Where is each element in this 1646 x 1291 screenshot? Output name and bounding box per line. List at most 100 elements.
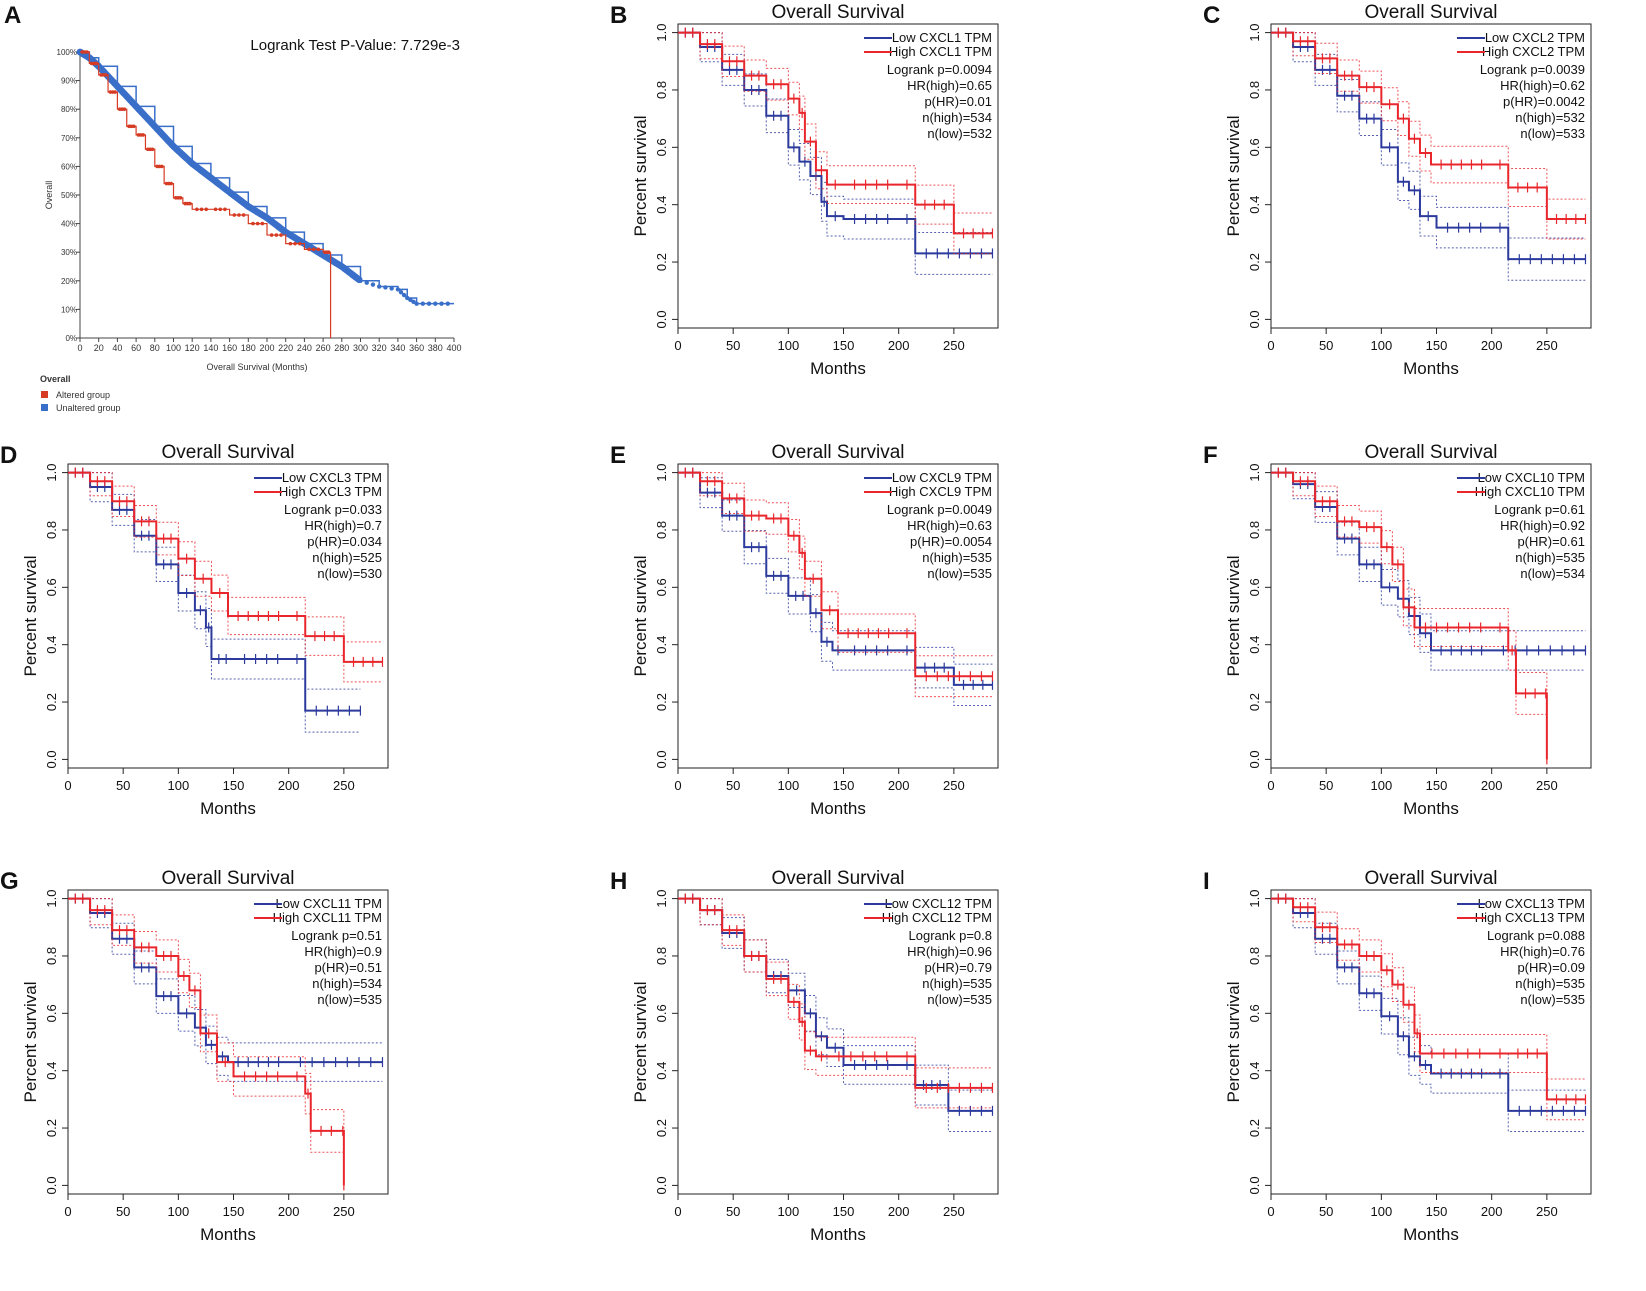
panel-letter: A: [4, 2, 22, 29]
stat-label: n(low)=532: [927, 126, 992, 141]
y-tick-label: 50%: [61, 191, 77, 200]
plot-frame: [677, 23, 999, 329]
stat-label: p(HR)=0.0054: [910, 534, 992, 549]
x-tick-label: 400: [446, 343, 461, 353]
x-tick-label: 200: [278, 1204, 300, 1219]
y-tick-label: 30%: [61, 248, 77, 257]
y-tick-label: 0.6: [44, 578, 59, 596]
chart-title: Overall Survival: [771, 442, 904, 463]
legend-entry: High CXCL1 TPM: [889, 44, 992, 59]
legend-entry: High CXCL11 TPM: [273, 910, 382, 925]
y-axis-label: Percent survival: [631, 982, 650, 1103]
y-tick-label: 1.0: [1247, 890, 1262, 908]
x-tick-label: 0: [77, 343, 82, 353]
y-tick-label: 0.0: [654, 310, 669, 328]
legend-entry: Unaltered group: [56, 403, 121, 413]
unaltered-marker: [401, 292, 407, 298]
confidence-upper-line: [1271, 32, 1586, 200]
stat-label: n(high)=534: [312, 976, 382, 991]
x-tick-label: 300: [353, 343, 368, 353]
stat-label: HR(high)=0.63: [907, 518, 992, 533]
chart-svg: Overall Survival 0.0 0.2 0.4 0.6 0.8 1.0 0 50 100…: [1224, 2, 1592, 378]
y-tick-label: 80%: [61, 105, 77, 114]
x-tick-label: 220: [278, 343, 293, 353]
chart-svg: Logrank Test P-Value: 7.729e-3 0% 10% 20% 30…: [40, 37, 462, 413]
chart-title: Overall Survival: [1364, 2, 1497, 23]
x-tick-label: 160: [222, 343, 237, 353]
legend-entry: Low CXCL10 TPM: [1478, 470, 1585, 485]
y-tick-label: 1.0: [44, 464, 59, 482]
x-tick-label: 200: [888, 1204, 910, 1219]
x-tick-label: 100: [777, 778, 799, 793]
x-tick-label: 100: [777, 1204, 799, 1219]
logrank-annotation: Logrank Test P-Value: 7.729e-3: [250, 37, 460, 54]
x-tick-label: 200: [259, 343, 274, 353]
stat-label: Logrank p=0.61: [1494, 502, 1585, 517]
legend-entry: Low CXCL12 TPM: [885, 896, 992, 911]
x-tick-label: 100: [166, 343, 181, 353]
chart-title: Overall Survival: [161, 868, 294, 889]
altered-marker: [293, 241, 297, 246]
stat-label: p(HR)=0.034: [307, 534, 382, 549]
y-axis-label: Percent survival: [21, 556, 40, 677]
y-tick-label: 0.0: [44, 750, 59, 768]
altered-marker: [288, 241, 293, 246]
altered-marker: [251, 221, 255, 226]
x-tick-label: 0: [674, 338, 681, 353]
x-tick-label: 250: [333, 778, 355, 793]
y-axis-label: Percent survival: [1224, 556, 1243, 677]
plot-frame: [1270, 889, 1592, 1195]
x-tick-label: 100: [167, 1204, 189, 1219]
panel-b-survival-chart: Overall Survival 0.0 0.2 0.4 0.6 0.8 1.0 0 50 100…: [610, 0, 1050, 420]
stat-label: Logrank p=0.0049: [887, 502, 992, 517]
x-tick-label: 200: [1481, 338, 1503, 353]
confidence-lower-line: [678, 32, 993, 275]
panel-letter: F: [1203, 442, 1218, 469]
x-tick-label: 380: [428, 343, 443, 353]
confidence-lower-line: [1271, 32, 1586, 281]
unaltered-marker: [364, 280, 369, 285]
stat-label: n(high)=535: [922, 550, 992, 565]
y-axis-label: Percent survival: [631, 556, 650, 677]
altered-marker: [94, 61, 99, 66]
survival-curve: [1271, 471, 1548, 760]
altered-marker: [85, 50, 89, 54]
x-axis-label: Months: [1403, 1225, 1459, 1244]
altered-marker: [274, 233, 279, 237]
altered-marker: [311, 247, 316, 252]
panel-letter: H: [610, 868, 628, 895]
altered-marker: [204, 207, 209, 212]
altered-marker: [237, 213, 241, 217]
x-tick-label: 250: [943, 338, 965, 353]
x-axis-label: Overall Survival (Months): [206, 362, 307, 372]
chart-svg: Overall Survival 0.0 0.2 0.4 0.6 0.8 1.0 0 50 100…: [21, 442, 389, 818]
y-tick-label: 0.6: [654, 138, 669, 156]
x-tick-label: 340: [390, 343, 405, 353]
stat-label: n(high)=535: [1515, 550, 1585, 565]
y-tick-label: 0.4: [1247, 636, 1262, 654]
stat-label: HR(high)=0.96: [907, 944, 992, 959]
confidence-lower-line: [678, 898, 993, 1133]
altered-marker: [213, 207, 218, 212]
legend-entry: Low CXCL9 TPM: [892, 470, 992, 485]
altered-marker: [316, 247, 321, 252]
y-tick-label: 0.0: [44, 1176, 59, 1194]
altered-marker: [307, 247, 311, 252]
x-tick-label: 150: [833, 1204, 855, 1219]
y-tick-label: 0.8: [44, 521, 59, 539]
y-tick-label: 0.4: [44, 636, 59, 654]
x-axis-label: Months: [810, 359, 866, 378]
x-tick-label: 250: [943, 1204, 965, 1219]
y-tick-label: 0.4: [654, 1062, 669, 1080]
stat-label: HR(high)=0.65: [907, 78, 992, 93]
x-tick-label: 50: [116, 1204, 130, 1219]
stat-label: Logrank p=0.088: [1487, 928, 1585, 943]
altered-marker: [326, 250, 331, 254]
chart-title: Overall Survival: [771, 2, 904, 23]
y-tick-label: 1.0: [1247, 464, 1262, 482]
unaltered-marker: [389, 286, 394, 291]
altered-marker: [178, 196, 183, 200]
unaltered-marker: [445, 301, 450, 306]
panel-e-survival-chart: Overall Survival 0.0 0.2 0.4 0.6 0.8 1.0 0 50 100…: [610, 440, 1050, 860]
altered-marker: [150, 147, 155, 152]
